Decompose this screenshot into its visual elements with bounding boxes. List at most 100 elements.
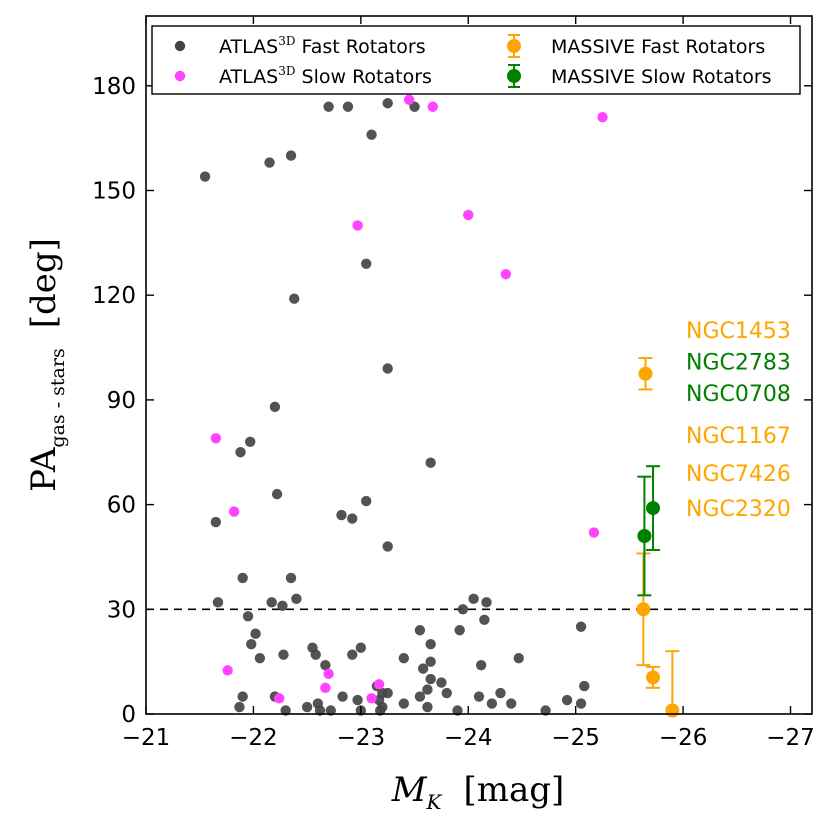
legend-box — [151, 25, 801, 95]
atlas-fast-series — [199, 80, 590, 716]
atlas-fast-point — [242, 611, 254, 622]
y-tick-label: 120 — [92, 283, 136, 309]
label-ngc1167: NGC1167 — [686, 424, 791, 449]
atlas-slow-point — [427, 101, 439, 112]
atlas-fast-point — [310, 649, 321, 660]
atlas-fast-point — [575, 698, 587, 709]
atlas-fast-point — [561, 694, 573, 706]
atlas-fast-point — [337, 691, 348, 702]
atlas-fast-point — [422, 701, 433, 713]
atlas-fast-point — [579, 680, 590, 692]
atlas-fast-point — [210, 516, 222, 528]
atlas-fast-point — [254, 652, 266, 664]
atlas-fast-point — [479, 614, 490, 625]
label-ngc0708: NGC0708 — [686, 382, 791, 407]
massive-point-ngc2320 — [665, 703, 680, 718]
atlas-fast-point — [398, 652, 410, 664]
atlas-fast-point — [425, 457, 436, 468]
atlas-fast-point — [246, 639, 257, 650]
atlas-fast-point — [425, 639, 436, 650]
x-tick-label: −22 — [229, 725, 278, 751]
atlas-slow-point — [210, 433, 222, 444]
legend-label-massive_fast: MASSIVE Fast Rotators — [551, 36, 765, 58]
atlas-fast-point — [244, 436, 256, 447]
atlas-fast-point — [575, 621, 587, 632]
x-tick-label: −26 — [659, 725, 708, 751]
atlas-slow-point — [320, 682, 331, 694]
x-tick-label: −25 — [551, 725, 600, 751]
atlas-fast-point — [481, 597, 492, 608]
atlas-fast-point — [336, 509, 347, 521]
atlas-fast-point — [417, 663, 429, 674]
atlas-fast-point — [425, 656, 436, 667]
atlas-slow-point — [403, 94, 415, 105]
atlas-fast-point — [301, 701, 313, 713]
atlas-fast-point — [234, 701, 245, 713]
atlas-fast-point — [540, 705, 551, 716]
atlas-fast-point — [237, 691, 248, 702]
x-tick-label: −24 — [444, 725, 493, 751]
y-tick-label: 150 — [92, 179, 136, 205]
atlas-fast-point — [235, 447, 246, 458]
atlas-fast-point — [382, 98, 393, 109]
atlas-slow-point — [588, 527, 600, 538]
atlas-fast-point — [355, 642, 367, 653]
label-ngc2320: NGC2320 — [686, 497, 791, 522]
legend-marker-atlas_fast — [174, 40, 186, 52]
massive-point-ngc2783 — [646, 501, 661, 516]
atlas-fast-point — [441, 687, 452, 699]
atlas-slow-point — [274, 693, 285, 704]
atlas-fast-point — [277, 600, 288, 612]
atlas-fast-point — [250, 628, 261, 639]
label-ngc2783: NGC2783 — [686, 351, 791, 376]
atlas-fast-point — [323, 101, 334, 112]
atlas-fast-point — [475, 659, 487, 671]
atlas-fast-point — [325, 705, 336, 716]
atlas-fast-point — [495, 687, 506, 699]
atlas-fast-point — [285, 572, 297, 584]
atlas-fast-point — [314, 705, 326, 716]
x-axis-label: MK [mag] — [391, 770, 565, 814]
atlas-slow-point — [366, 693, 377, 704]
atlas-fast-point — [414, 691, 426, 702]
atlas-fast-point — [237, 572, 248, 584]
atlas-fast-point — [212, 597, 224, 608]
legend-label-atlas_fast: ATLAS3D Fast Rotators — [219, 34, 426, 58]
atlas-slow-point — [597, 112, 608, 123]
atlas-fast-point — [452, 705, 463, 716]
atlas-fast-point — [473, 691, 485, 702]
atlas-fast-point — [361, 495, 372, 507]
massive-point-ngc1453 — [638, 366, 653, 381]
atlas-fast-point — [486, 698, 498, 709]
atlas-fast-point — [280, 705, 291, 716]
atlas-slow-point — [463, 209, 474, 221]
atlas-fast-point — [271, 488, 283, 500]
y-tick-label: 90 — [107, 388, 136, 414]
legend-marker-massive_slow — [507, 69, 521, 83]
label-ngc1453: NGC1453 — [686, 319, 791, 344]
atlas-fast-point — [425, 673, 436, 685]
atlas-fast-point — [266, 597, 277, 608]
y-axis-label: PAgas - stars[deg] — [24, 238, 69, 492]
massive-point-ngc7426 — [646, 670, 661, 685]
legend-label-massive_slow: MASSIVE Slow Rotators — [551, 66, 772, 88]
atlas-fast-point — [352, 694, 363, 706]
atlas-slow-point — [500, 269, 512, 280]
atlas-fast-point — [366, 129, 377, 140]
atlas-fast-point — [199, 171, 211, 182]
atlas-fast-point — [468, 593, 479, 605]
plot-area — [146, 80, 812, 718]
atlas-fast-point — [414, 625, 426, 636]
axis-ticks: −21 −22 −23 −24 −25 −26 −27 0 30 60 90 120 150 180 — [92, 16, 815, 751]
atlas-fast-point — [398, 698, 410, 709]
label-ngc7426: NGC7426 — [686, 462, 791, 487]
legend-label-atlas_slow: ATLAS3D Slow Rotators — [219, 64, 432, 88]
atlas-fast-point — [422, 684, 433, 695]
y-tick-label: 0 — [121, 702, 136, 728]
atlas-fast-point — [320, 659, 331, 671]
atlas-fast-point — [278, 649, 289, 660]
atlas-slow-point — [228, 506, 240, 517]
atlas-fast-point — [457, 604, 469, 615]
